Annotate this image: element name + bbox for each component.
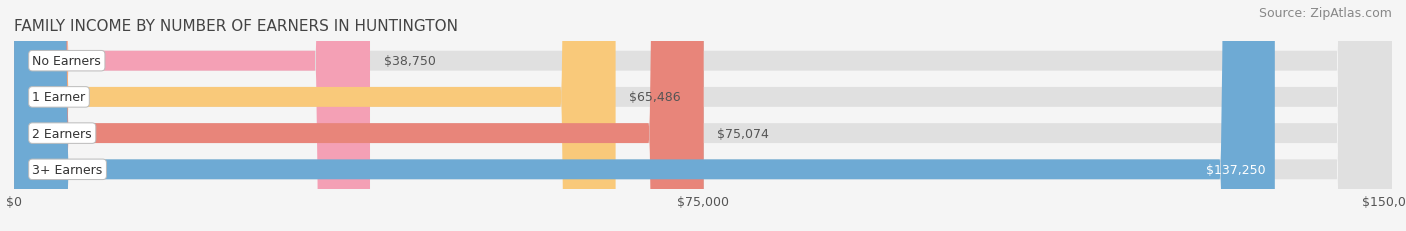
Text: $38,750: $38,750 — [384, 55, 436, 68]
Text: No Earners: No Earners — [32, 55, 101, 68]
Text: $65,486: $65,486 — [630, 91, 681, 104]
Text: $75,074: $75,074 — [717, 127, 769, 140]
FancyBboxPatch shape — [14, 0, 1392, 231]
FancyBboxPatch shape — [14, 0, 1392, 231]
FancyBboxPatch shape — [14, 0, 1392, 231]
FancyBboxPatch shape — [14, 0, 616, 231]
FancyBboxPatch shape — [14, 0, 1275, 231]
Text: 1 Earner: 1 Earner — [32, 91, 86, 104]
Text: 3+ Earners: 3+ Earners — [32, 163, 103, 176]
Text: $137,250: $137,250 — [1206, 163, 1265, 176]
Text: Source: ZipAtlas.com: Source: ZipAtlas.com — [1258, 7, 1392, 20]
FancyBboxPatch shape — [14, 0, 370, 231]
Text: FAMILY INCOME BY NUMBER OF EARNERS IN HUNTINGTON: FAMILY INCOME BY NUMBER OF EARNERS IN HU… — [14, 18, 458, 33]
Text: 2 Earners: 2 Earners — [32, 127, 91, 140]
FancyBboxPatch shape — [14, 0, 1392, 231]
FancyBboxPatch shape — [14, 0, 703, 231]
